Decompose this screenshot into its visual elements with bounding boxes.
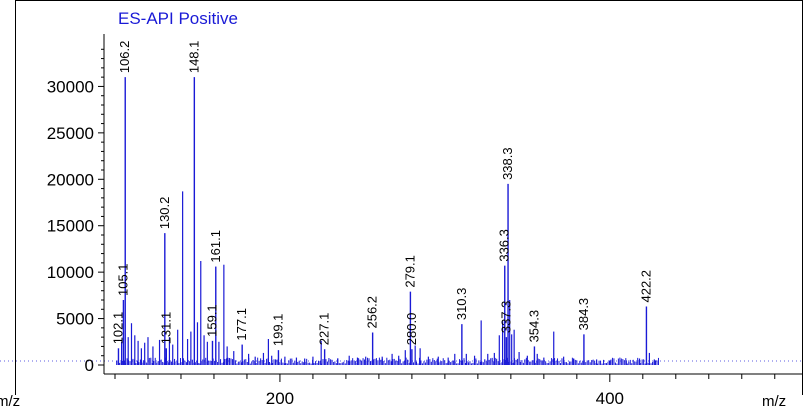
peak-label: 336.3 — [497, 229, 512, 262]
chart-title: ES-API Positive — [118, 9, 238, 28]
peak-label: 130.2 — [157, 197, 172, 230]
chart-frame — [15, 0, 803, 395]
peak-label: 354.3 — [526, 310, 541, 343]
peak-label: 148.1 — [186, 41, 201, 74]
axes: 0 5000 10000 15000 20000 25000 30000 200 400 — [47, 34, 803, 408]
baseline-noise — [0, 357, 804, 365]
x-tick-label: 400 — [596, 389, 624, 408]
peak-label: 105.1 — [115, 263, 130, 296]
x-tick-label: 200 — [266, 389, 294, 408]
peak-label: 199.1 — [270, 314, 285, 347]
y-tick-label: 15000 — [47, 217, 94, 236]
peak-label: 279.1 — [402, 255, 417, 288]
peak-label: 422.2 — [638, 270, 653, 303]
peak-label: 337.3 — [498, 301, 513, 334]
y-tick-label: 5000 — [56, 310, 94, 329]
peaks — [117, 77, 655, 365]
peak-label: 106.2 — [117, 41, 132, 74]
x-axis-unit-left: m/z — [0, 393, 20, 410]
peak-label: 161.1 — [208, 230, 223, 263]
y-tick-label: 25000 — [47, 124, 94, 143]
peak-label: 256.2 — [365, 296, 380, 329]
peak-labels: 102.1 105.1 106.2 130.2 131.1 148.1 159.1 161.1… — [110, 41, 653, 347]
y-tick-label: 10000 — [47, 263, 94, 282]
peak-label: 159.1 — [204, 304, 219, 337]
peak-label: 102.1 — [110, 312, 125, 345]
peak-label: 131.1 — [158, 312, 173, 345]
peak-label: 384.3 — [576, 298, 591, 331]
y-tick-label: 20000 — [47, 170, 94, 189]
peak-label: 280.0 — [404, 313, 419, 346]
peak-label: 338.3 — [500, 147, 515, 180]
y-tick-label: 30000 — [47, 77, 94, 96]
peak-label: 177.1 — [234, 308, 249, 341]
x-axis-unit: m/z — [762, 393, 786, 410]
y-tick-label: 0 — [85, 356, 94, 375]
peak-label: 310.3 — [454, 288, 469, 321]
peak-label: 227.1 — [317, 313, 332, 346]
